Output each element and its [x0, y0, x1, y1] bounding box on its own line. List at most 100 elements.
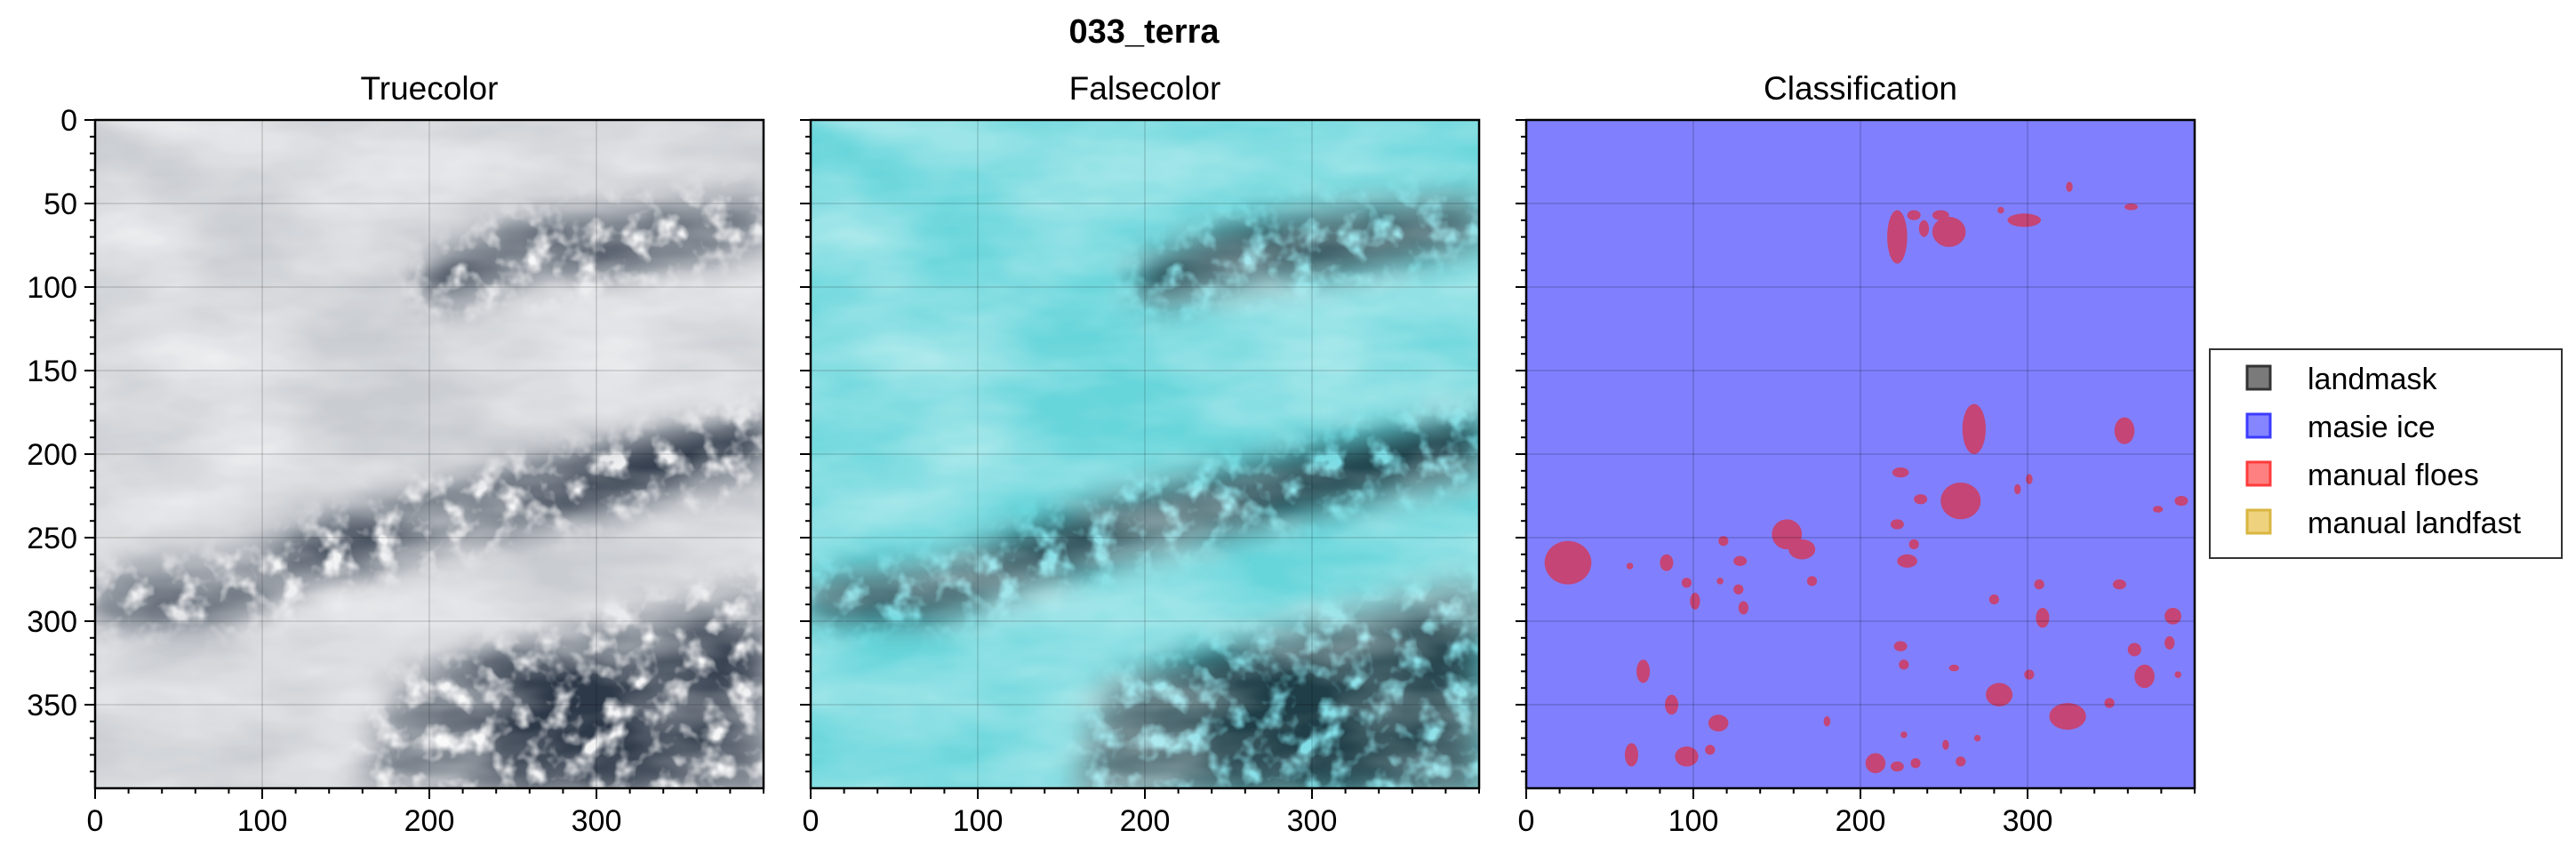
legend-swatch-landmask [2245, 364, 2272, 391]
manual-floe-60 [1900, 731, 1908, 738]
x-tick-label-100: 100 [237, 804, 288, 838]
legend: landmask masie ice manual floes manual l… [2209, 348, 2563, 559]
manual-floe-31 [1806, 576, 1818, 587]
manual-floe-59 [1973, 734, 1981, 742]
legend-label-masie-ice: masie ice [2308, 411, 2436, 444]
manual-floe-8 [2124, 204, 2139, 211]
manual-floe-13 [2013, 483, 2021, 495]
manual-floe-23 [1660, 554, 1674, 571]
cloud-texture [811, 120, 1479, 788]
y-tick-label-300: 300 [27, 605, 77, 639]
manual-floe-10 [2114, 417, 2135, 444]
manual-floe-5 [2007, 213, 2042, 227]
manual-floe-54 [1865, 753, 1886, 774]
manual-floe-36 [2164, 607, 2181, 625]
panel-title-falsecolor: Falsecolor [1069, 70, 1221, 107]
grid [95, 120, 764, 788]
panel-image-classification [1526, 120, 2195, 788]
manual-floe-51 [1665, 694, 1679, 715]
x-axis: 0 100 200 300 [1518, 788, 2196, 838]
manual-floe-28 [1690, 593, 1700, 610]
manual-floe-1 [1918, 219, 1930, 237]
y-tick-label-0: 0 [60, 104, 77, 138]
manual-floe-53 [1823, 716, 1831, 727]
y-axis [1516, 119, 1526, 773]
manual-floe-35 [2112, 579, 2126, 590]
manual-floe-58 [1942, 739, 1949, 750]
y-tick-label-100: 100 [27, 271, 77, 305]
x-tick-label-100: 100 [1668, 804, 1719, 838]
manual-floe-9 [1962, 403, 1986, 454]
x-tick-label-200: 200 [1120, 804, 1171, 838]
manual-floe-52 [1708, 714, 1729, 732]
x-tick-label-100: 100 [953, 804, 1004, 838]
x-tick-label-300: 300 [2003, 804, 2053, 838]
x-tick-label-200: 200 [1836, 804, 1886, 838]
panel-truecolor: 0 100 200 300 0 50 100 150 200 250 300 350 [27, 104, 765, 838]
manual-floe-14 [2026, 474, 2033, 484]
manual-floe-38 [2153, 506, 2164, 513]
legend-label-manual-landfast: manual landfast [2308, 507, 2522, 540]
manual-floe-44 [1899, 659, 1909, 670]
x-tick-label-0: 0 [1518, 804, 1535, 838]
grid [811, 120, 1479, 788]
manual-floe-11 [1892, 467, 1909, 478]
manual-floe-50 [1636, 659, 1651, 683]
x-axis: 0 100 200 300 [803, 788, 1480, 838]
panel-title-classification: Classification [1764, 70, 1957, 107]
manual-floe-47 [2024, 669, 2035, 680]
panel-image-truecolor [95, 120, 764, 788]
y-tick-label-50: 50 [44, 188, 77, 221]
manual-floe-22 [1626, 563, 1634, 570]
manual-floe-61 [1624, 743, 1638, 767]
manual-floe-32 [1988, 594, 2000, 605]
manual-floe-56 [1910, 758, 1921, 769]
manual-floe-30 [1738, 601, 1749, 615]
y-tick-label-350: 350 [27, 689, 77, 722]
x-tick-label-0: 0 [87, 804, 104, 838]
manual-floe-48 [2049, 703, 2086, 730]
x-tick-label-300: 300 [1287, 804, 1338, 838]
manual-floe-37 [2174, 496, 2188, 507]
manual-floe-45 [1948, 664, 1959, 672]
panel-classification: 0 100 200 300 [1516, 118, 2196, 838]
manual-floe-43 [1893, 641, 1908, 651]
legend-entry-manual-landfast: manual landfast [2245, 507, 2522, 540]
x-tick-label-0: 0 [803, 804, 820, 838]
figure-title: 033_terra [1068, 13, 1220, 51]
grid [1526, 120, 2195, 788]
manual-floe-33 [2034, 579, 2044, 590]
manual-floe-7 [2066, 181, 2073, 192]
manual-floe-24 [1681, 578, 1692, 588]
legend-label-landmask: landmask [2308, 363, 2438, 396]
legend-entry-masie-ice: masie ice [2245, 411, 2436, 444]
y-tick-label-150: 150 [27, 355, 77, 388]
manual-floe-0 [1887, 210, 1908, 264]
manual-floe-39 [2127, 643, 2141, 657]
panel-falsecolor: 0 100 200 300 [800, 118, 1481, 838]
manual-floe-4 [1932, 210, 1949, 220]
x-tick-label-300: 300 [572, 804, 622, 838]
panel-title-truecolor: Truecolor [361, 70, 499, 107]
manual-floe-25 [1718, 536, 1729, 547]
cloud-texture [95, 120, 764, 788]
legend-swatch-masie-ice [2245, 412, 2272, 439]
manual-floe-17 [1908, 539, 1919, 550]
manual-floe-12 [1940, 482, 1981, 520]
x-tick-label-200: 200 [404, 804, 455, 838]
legend-swatch-manual-floes [2245, 460, 2272, 487]
manual-floe-26 [1733, 555, 1748, 566]
legend-swatch-manual-landfast [2245, 508, 2272, 535]
manual-floe-21 [1544, 540, 1592, 585]
y-tick-label-200: 200 [27, 438, 77, 472]
legend-entry-landmask: landmask [2245, 363, 2438, 396]
manual-floe-46 [1986, 682, 2013, 706]
manual-floe-15 [1890, 519, 1904, 530]
manual-floe-34 [2036, 607, 2050, 628]
x-axis: 0 100 200 300 [87, 788, 764, 838]
manual-floe-6 [1997, 206, 2004, 214]
manual-floe-16 [1914, 494, 1928, 505]
manual-floe-18 [1897, 554, 1917, 568]
manual-floe-40 [2134, 664, 2155, 689]
